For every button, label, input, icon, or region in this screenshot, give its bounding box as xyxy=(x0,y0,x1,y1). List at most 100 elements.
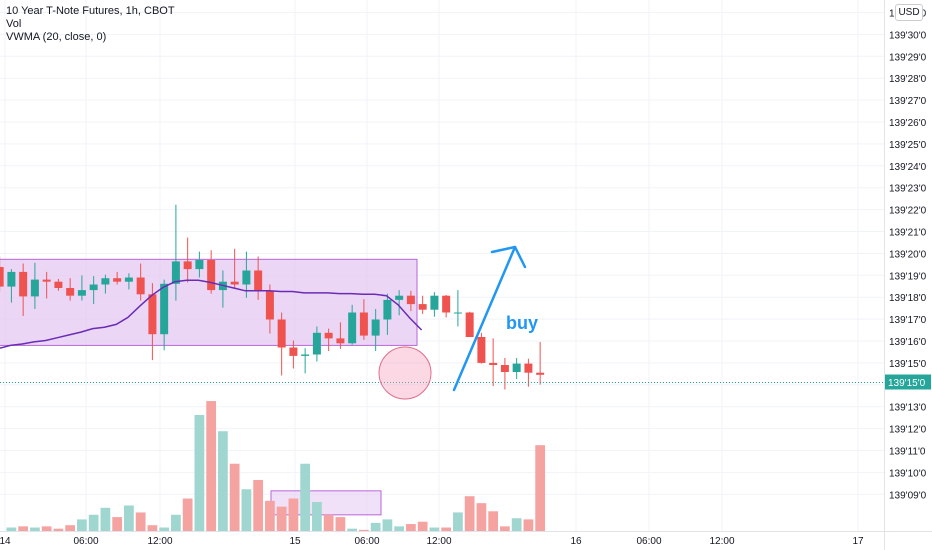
candle-body xyxy=(289,347,298,356)
time-tick-label: 12:00 xyxy=(147,536,172,547)
candle-body xyxy=(359,312,368,336)
candle-body xyxy=(477,337,486,363)
candle xyxy=(113,271,122,285)
volume-bar xyxy=(218,431,228,531)
volume-bar xyxy=(100,507,111,531)
candle-body xyxy=(418,304,427,310)
volume-bar xyxy=(241,489,252,531)
price-tick-label: 139'21'0 xyxy=(889,228,927,239)
candle-body xyxy=(183,261,192,270)
volume-bar xyxy=(159,527,170,531)
volume-bar xyxy=(206,401,217,531)
price-tick-label: 139'17'0 xyxy=(889,315,927,326)
candle-body xyxy=(301,354,310,356)
volume-range-box xyxy=(270,490,382,516)
candle-body xyxy=(465,312,474,337)
volume-bar xyxy=(88,514,99,531)
candle-body xyxy=(406,295,415,305)
price-tick-label: 139'13'0 xyxy=(889,403,927,414)
price-tick-label: 139'24'0 xyxy=(889,162,927,173)
candle-body xyxy=(430,295,439,310)
candle-body xyxy=(89,284,98,291)
price-tick-label: 139'16'0 xyxy=(889,337,927,348)
volume-bar xyxy=(265,500,275,531)
candle xyxy=(500,358,509,390)
volume-bar xyxy=(511,518,522,531)
volume-bar xyxy=(276,506,287,531)
volume-bar xyxy=(53,528,64,531)
price-tick-label: 139'11'0 xyxy=(889,447,926,458)
candle xyxy=(395,290,404,316)
candle xyxy=(489,338,498,386)
volume-bar xyxy=(394,526,405,531)
price-tick-label: 139'10'0 xyxy=(889,468,927,479)
time-tick-label: 06:00 xyxy=(636,536,661,547)
candle xyxy=(230,248,239,288)
chart-legend: 10 Year T-Note Futures, 1h, CBOT Vol VWM… xyxy=(6,5,175,44)
price-tick-label: 139'30'0 xyxy=(889,30,927,41)
candle-body xyxy=(230,281,239,285)
vwma-legend[interactable]: VWMA (20, close, 0) xyxy=(6,31,107,43)
volume-bar xyxy=(370,522,381,531)
candle xyxy=(265,284,274,334)
candle xyxy=(136,263,145,301)
candle-body xyxy=(512,363,521,372)
candle-body xyxy=(254,270,263,292)
candle xyxy=(348,304,357,345)
volume-bar xyxy=(135,512,146,531)
volume-bar xyxy=(359,529,369,531)
candle-body xyxy=(136,277,145,295)
candle-body xyxy=(383,299,392,320)
price-tick-label: 139'28'0 xyxy=(889,74,927,85)
volume-bar xyxy=(429,527,440,531)
volume-legend[interactable]: Vol xyxy=(6,18,22,30)
volume-bar xyxy=(335,517,346,531)
candle-body xyxy=(0,267,4,287)
candle xyxy=(101,274,110,294)
symbol-title[interactable]: 10 Year T-Note Futures, 1h, CBOT xyxy=(6,5,175,17)
candle-body xyxy=(124,277,133,282)
candle-body xyxy=(442,295,451,313)
vwma-path xyxy=(0,279,423,349)
volume-bar xyxy=(535,445,546,531)
candle xyxy=(536,341,545,385)
candle xyxy=(465,311,474,337)
candle-body xyxy=(160,283,169,335)
range-box xyxy=(0,258,418,346)
candle xyxy=(406,290,415,312)
candle xyxy=(42,271,51,299)
candle xyxy=(195,251,204,278)
currency-button[interactable]: USD xyxy=(895,4,923,21)
last-price-label: 139'15'0 xyxy=(888,378,926,389)
candle xyxy=(453,290,462,327)
candle-body xyxy=(277,319,286,348)
candle xyxy=(254,256,263,300)
volume-bar xyxy=(112,517,123,531)
arrow-line xyxy=(452,245,517,392)
candle-body xyxy=(371,319,380,336)
price-tick-label: 139'09'0 xyxy=(889,490,927,501)
candle xyxy=(324,328,333,351)
time-tick-label: 12:00 xyxy=(426,536,451,547)
candle xyxy=(30,262,39,309)
time-tick-label: 12:00 xyxy=(709,536,734,547)
candle-body xyxy=(77,290,86,296)
candle xyxy=(383,293,392,335)
candle xyxy=(89,276,98,305)
candle-body xyxy=(336,338,345,344)
candle-body xyxy=(195,260,204,270)
candle xyxy=(359,299,368,340)
time-tick-label: 17 xyxy=(852,536,864,547)
candle xyxy=(183,237,192,283)
candle xyxy=(160,279,169,351)
candle-body xyxy=(500,365,509,372)
candle xyxy=(77,275,86,301)
volume-bar xyxy=(253,479,264,531)
price-tick-label: 139'19'0 xyxy=(889,271,927,282)
volume-bar xyxy=(18,526,29,531)
candle xyxy=(54,278,63,291)
price-tick-label: 139'18'0 xyxy=(889,293,927,304)
volume-bar xyxy=(6,527,17,531)
vwma-line xyxy=(0,279,423,349)
